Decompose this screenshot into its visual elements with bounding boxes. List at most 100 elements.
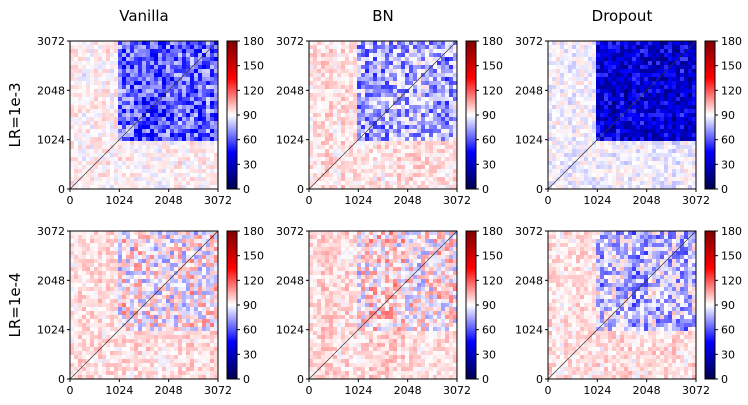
heatmap-cell — [361, 141, 366, 146]
heatmap-cell — [672, 105, 677, 110]
heatmap-cell — [138, 335, 143, 340]
heatmap-cell — [425, 181, 430, 186]
heatmap-cell — [110, 243, 115, 248]
heatmap-cell — [106, 45, 111, 50]
heatmap-cell — [664, 93, 669, 98]
heatmap-cell — [433, 169, 438, 174]
heatmap-cell — [313, 173, 318, 178]
heatmap-cell — [70, 347, 75, 352]
heatmap-cell — [445, 61, 450, 66]
heatmap-cell — [174, 41, 179, 46]
heatmap-cell — [70, 287, 75, 292]
heatmap-cell — [86, 69, 91, 74]
heatmap-cell — [110, 371, 115, 376]
heatmap-cell — [134, 141, 139, 146]
heatmap-cell — [86, 243, 91, 248]
heatmap-cell — [445, 65, 450, 70]
heatmap-cell — [640, 181, 645, 186]
heatmap-cell — [214, 57, 219, 62]
heatmap-cell — [369, 93, 374, 98]
heatmap-cell — [660, 129, 665, 134]
heatmap-cell — [640, 41, 645, 46]
heatmap-cell — [429, 149, 434, 154]
heatmap-cell — [680, 101, 685, 106]
heatmap-cell — [126, 335, 131, 340]
heatmap-cell — [98, 243, 103, 248]
heatmap-cell — [182, 85, 187, 90]
heatmap-cell — [202, 157, 207, 162]
heatmap-cell — [126, 343, 131, 348]
heatmap-cell — [429, 109, 434, 114]
heatmap-cell — [401, 81, 406, 86]
heatmap-cell — [126, 157, 131, 162]
heatmap-cell — [78, 69, 83, 74]
heatmap-cell — [202, 69, 207, 74]
heatmap-cell — [78, 371, 83, 376]
heatmap-cell — [186, 161, 191, 166]
heatmap-cell — [150, 117, 155, 122]
heatmap-cell — [409, 153, 414, 158]
heatmap-cell — [90, 181, 95, 186]
heatmap-cell — [74, 275, 79, 280]
heatmap-cell — [568, 117, 573, 122]
heatmap-cell — [409, 177, 414, 182]
x-tick-label: 0 — [306, 194, 313, 207]
heatmap-cell — [684, 157, 689, 162]
heatmap-cell — [78, 77, 83, 82]
heatmap-cell — [660, 165, 665, 170]
heatmap-cell — [74, 347, 79, 352]
heatmap-cell — [401, 69, 406, 74]
heatmap-cell — [102, 259, 107, 264]
heatmap-cell — [138, 61, 143, 66]
heatmap-cell — [166, 149, 171, 154]
heatmap-cell — [584, 53, 589, 58]
heatmap-cell — [624, 153, 629, 158]
heatmap-cell — [162, 105, 167, 110]
heatmap-cell — [98, 359, 103, 364]
heatmap-cell — [616, 129, 621, 134]
heatmap-cell — [214, 89, 219, 94]
heatmap-cell — [413, 137, 418, 142]
heatmap-cell — [676, 149, 681, 154]
heatmap-cell — [564, 117, 569, 122]
heatmap-cell — [600, 109, 605, 114]
heatmap-cell — [78, 307, 83, 312]
heatmap-cell — [616, 101, 621, 106]
heatmap-cell — [166, 85, 171, 90]
heatmap-cell — [365, 185, 370, 190]
heatmap-cell — [178, 81, 183, 86]
heatmap-cell — [110, 283, 115, 288]
heatmap-cell — [118, 371, 123, 376]
heatmap-cell — [572, 149, 577, 154]
heatmap-cell — [98, 69, 103, 74]
heatmap-cell — [78, 355, 83, 360]
heatmap-cell — [142, 101, 147, 106]
heatmap-cell — [612, 97, 617, 102]
heatmap-cell — [90, 93, 95, 98]
heatmap-cell — [425, 53, 430, 58]
heatmap-cell — [652, 85, 657, 90]
heatmap-cell — [134, 335, 139, 340]
heatmap-cell — [409, 73, 414, 78]
heatmap-cell — [644, 181, 649, 186]
heatmap-cell — [409, 185, 414, 190]
heatmap-cell — [449, 101, 454, 106]
heatmap-cell — [74, 331, 79, 336]
heatmap-cell — [321, 113, 326, 118]
heatmap-cell — [321, 141, 326, 146]
heatmap-cell — [333, 129, 338, 134]
heatmap-cell — [632, 125, 637, 130]
heatmap-cell — [86, 41, 91, 46]
heatmap-cell — [82, 243, 87, 248]
heatmap-cell — [688, 149, 693, 154]
heatmap-cell — [78, 283, 83, 288]
heatmap-cell — [389, 109, 394, 114]
heatmap-cell — [385, 165, 390, 170]
heatmap-cell — [321, 137, 326, 142]
heatmap-cell — [592, 73, 597, 78]
heatmap-cell — [106, 299, 111, 304]
heatmap-cell — [548, 181, 553, 186]
heatmap-cell — [560, 97, 565, 102]
heatmap-cell — [624, 185, 629, 190]
heatmap-cell — [604, 137, 609, 142]
